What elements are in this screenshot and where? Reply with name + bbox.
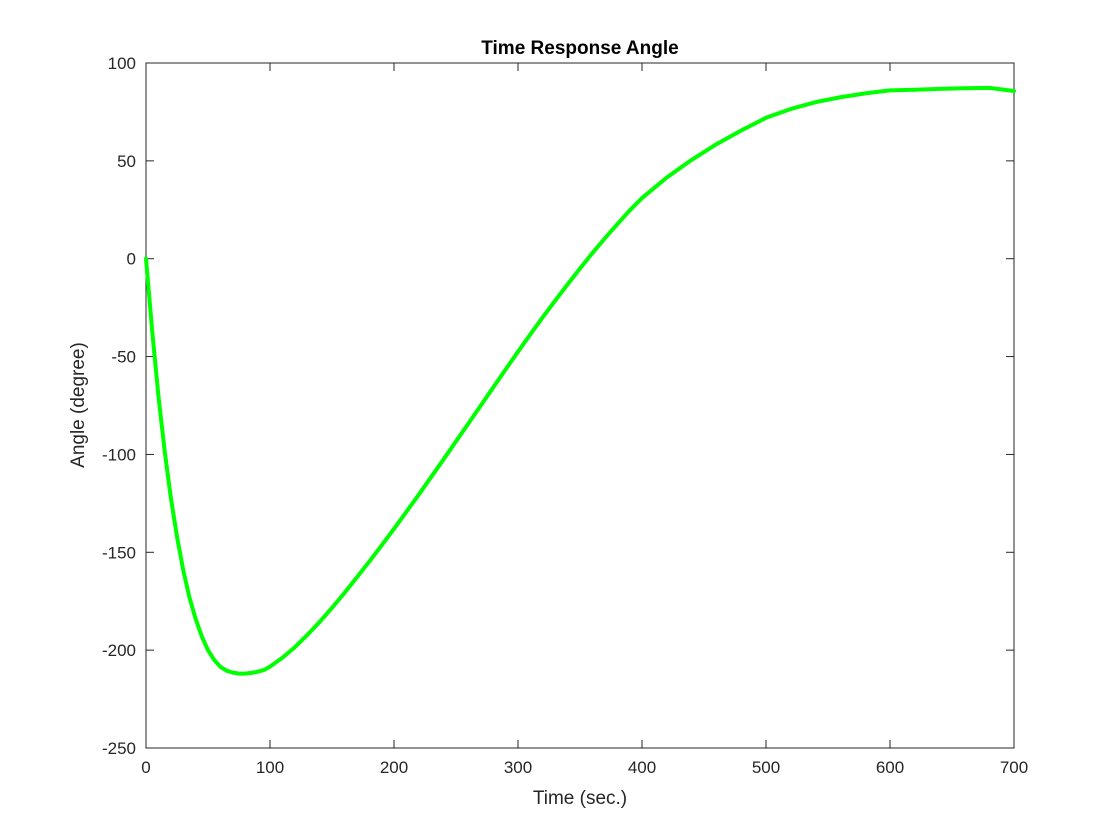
y-tick-label: -250 [102, 739, 136, 758]
y-tick-label: -100 [102, 445, 136, 464]
y-tick-label: -200 [102, 641, 136, 660]
x-tick-label: 600 [876, 758, 904, 777]
y-tick-label: 50 [117, 152, 136, 171]
chart-title: Time Response Angle [481, 38, 678, 59]
x-tick-label: 500 [752, 758, 780, 777]
x-tick-label: 100 [256, 758, 284, 777]
y-tick-label: 100 [108, 54, 136, 73]
y-axis-label: Angle (degree) [68, 342, 89, 468]
x-axis-label: Time (sec.) [533, 788, 627, 809]
series-layer [144, 85, 1016, 676]
plot-area [145, 62, 1015, 749]
x-tick-label: 200 [380, 758, 408, 777]
x-tick-label: 0 [141, 758, 150, 777]
x-tick-label: 700 [1000, 758, 1028, 777]
series-line-1 [144, 85, 1016, 676]
y-tick-label: 0 [127, 250, 136, 269]
x-tick-label: 300 [504, 758, 532, 777]
x-tick-label: 400 [628, 758, 656, 777]
y-tick-label: -50 [111, 348, 136, 367]
ticks-layer: 0 100 200 300 400 500 600 700-250-200-150-100-5… [102, 54, 1028, 777]
y-tick-label: -150 [102, 543, 136, 562]
